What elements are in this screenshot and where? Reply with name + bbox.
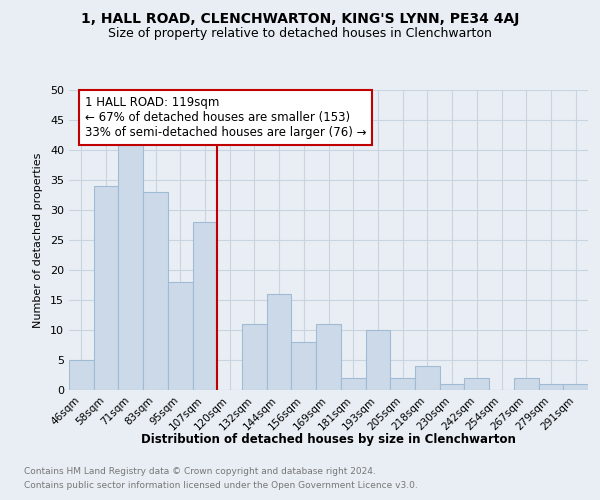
- Text: Contains HM Land Registry data © Crown copyright and database right 2024.: Contains HM Land Registry data © Crown c…: [24, 468, 376, 476]
- Bar: [168, 282, 193, 390]
- Bar: [267, 294, 292, 390]
- Bar: [292, 342, 316, 390]
- Bar: [118, 138, 143, 390]
- Bar: [514, 378, 539, 390]
- Bar: [563, 384, 588, 390]
- Text: 1, HALL ROAD, CLENCHWARTON, KING'S LYNN, PE34 4AJ: 1, HALL ROAD, CLENCHWARTON, KING'S LYNN,…: [81, 12, 519, 26]
- Bar: [390, 378, 415, 390]
- Bar: [193, 222, 217, 390]
- Bar: [316, 324, 341, 390]
- Text: Contains public sector information licensed under the Open Government Licence v3: Contains public sector information licen…: [24, 481, 418, 490]
- Y-axis label: Number of detached properties: Number of detached properties: [33, 152, 43, 328]
- Bar: [94, 186, 118, 390]
- Text: Distribution of detached houses by size in Clenchwarton: Distribution of detached houses by size …: [142, 432, 516, 446]
- Bar: [440, 384, 464, 390]
- Bar: [415, 366, 440, 390]
- Text: Size of property relative to detached houses in Clenchwarton: Size of property relative to detached ho…: [108, 28, 492, 40]
- Bar: [341, 378, 365, 390]
- Bar: [143, 192, 168, 390]
- Bar: [464, 378, 489, 390]
- Bar: [69, 360, 94, 390]
- Bar: [365, 330, 390, 390]
- Bar: [539, 384, 563, 390]
- Text: 1 HALL ROAD: 119sqm
← 67% of detached houses are smaller (153)
33% of semi-detac: 1 HALL ROAD: 119sqm ← 67% of detached ho…: [85, 96, 366, 139]
- Bar: [242, 324, 267, 390]
